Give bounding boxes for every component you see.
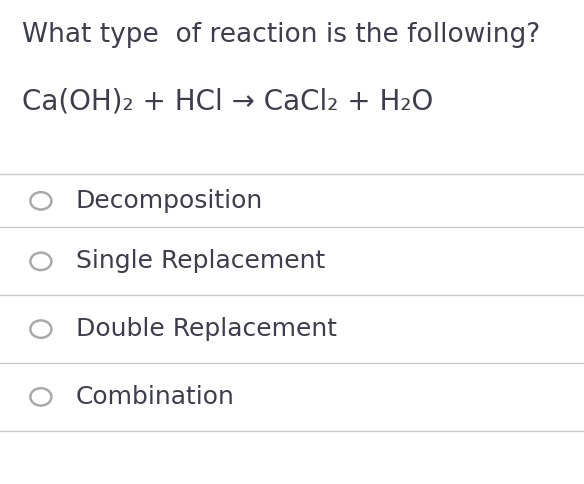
Text: What type  of reaction is the following?: What type of reaction is the following? xyxy=(22,22,540,48)
Text: Single Replacement: Single Replacement xyxy=(76,249,325,273)
Text: Ca(OH)₂ + HCl → CaCl₂ + H₂O: Ca(OH)₂ + HCl → CaCl₂ + H₂O xyxy=(22,87,433,115)
Text: Combination: Combination xyxy=(76,385,235,409)
Text: Double Replacement: Double Replacement xyxy=(76,317,337,341)
Text: Decomposition: Decomposition xyxy=(76,189,263,213)
